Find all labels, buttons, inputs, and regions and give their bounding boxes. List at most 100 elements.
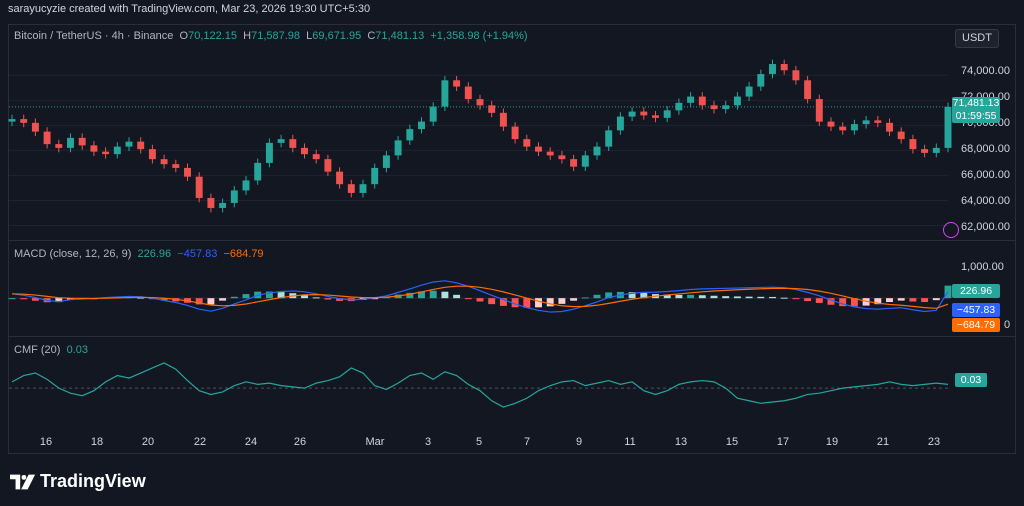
x-axis-label: 26: [293, 436, 307, 448]
macd-histogram-bar: [312, 297, 320, 299]
symbol-name[interactable]: Bitcoin / TetherUS · 4h · Binance: [14, 30, 174, 42]
attribution-text: sarayucyzie created with TradingView.com…: [8, 3, 371, 15]
tradingview-brand: TradingView: [40, 471, 146, 491]
macd-histogram-bar: [476, 298, 484, 302]
candle-body: [850, 124, 858, 131]
bar-countdown: 01:59:55: [955, 110, 997, 122]
candle-body: [675, 102, 683, 111]
open-value: 70,122.15: [188, 30, 238, 42]
macd-histogram-bar: [558, 298, 566, 304]
candle-body: [254, 162, 262, 181]
x-axis-label: 23: [927, 436, 941, 448]
macd-legend: MACD (close, 12, 26, 9) 226.96 −457.83 −…: [14, 248, 264, 260]
candle-body: [90, 145, 98, 152]
pane-divider[interactable]: [9, 336, 1015, 337]
x-axis-label: 7: [523, 436, 531, 448]
pane-divider[interactable]: [9, 240, 1015, 241]
macd-histogram-bar: [570, 298, 578, 301]
candle-body: [932, 147, 940, 153]
macd-histogram-bar: [55, 298, 63, 303]
macd-histogram-bar: [336, 298, 344, 301]
cmf-legend-value: 0.03: [66, 344, 88, 356]
macd-value-tag: 226.96: [952, 284, 1000, 298]
cmf-line: [11, 362, 949, 408]
close-value: 71,481.13: [375, 30, 425, 42]
x-axis-label: 3: [424, 436, 432, 448]
tradingview-logo-icon: [10, 474, 36, 490]
x-axis-label: 11: [624, 436, 636, 448]
macd-histogram-bar: [698, 295, 706, 299]
macd-histogram-bar: [581, 297, 589, 299]
macd-histogram-bar: [371, 298, 379, 300]
candle-body: [874, 120, 882, 123]
macd-histogram-bar: [804, 298, 812, 302]
macd-histogram-bar: [277, 292, 285, 299]
candle-body: [113, 146, 121, 155]
macd-histogram-bar: [488, 298, 496, 305]
candle-body: [195, 176, 203, 198]
quote-currency-button[interactable]: USDT: [955, 29, 999, 48]
macd-histogram-bar: [780, 297, 788, 299]
event-marker-icon[interactable]: [943, 222, 959, 238]
macd-axis-label: 1,000.00: [961, 261, 1004, 273]
candle-body: [944, 106, 952, 148]
macd-histogram-bar: [429, 290, 437, 299]
candle-body: [371, 167, 379, 185]
macd-histogram-bar: [593, 294, 601, 299]
macd-histogram-bar: [886, 298, 893, 303]
macd-histogram-value: 226.96: [137, 248, 172, 260]
candle-body: [265, 142, 273, 163]
x-axis-label: Mar: [365, 436, 385, 448]
signal-line: [11, 285, 949, 309]
symbol-legend: Bitcoin / TetherUS · 4h · Binance O70,12…: [14, 30, 528, 42]
macd-histogram-bar: [733, 296, 741, 299]
chart-panel[interactable]: [8, 24, 1016, 454]
candle-body: [663, 110, 671, 118]
macd-histogram-bar: [932, 298, 940, 301]
candle-body: [394, 140, 402, 156]
macd-histogram-bar: [675, 294, 683, 299]
macd-histogram-bar: [160, 298, 168, 301]
macd-histogram-bar: [687, 294, 695, 299]
macd-histogram-bar: [628, 292, 636, 299]
close-label: C: [367, 30, 376, 42]
macd-histogram-bar: [663, 294, 671, 299]
macd-histogram-bar: [453, 294, 461, 299]
candle-body: [921, 149, 929, 153]
candle-body: [418, 121, 425, 130]
candle-body: [347, 184, 355, 193]
candle-body: [324, 159, 332, 172]
current-price-value: 71,481.13: [952, 97, 1000, 109]
macd-histogram-bar: [827, 298, 835, 305]
macd-line-tag: −457.83: [952, 303, 1000, 317]
cmf-title[interactable]: CMF (20): [14, 344, 61, 356]
price-axis-label: 64,000.00: [961, 195, 1010, 207]
cmf-value-tag: 0.03: [955, 373, 987, 387]
macd-histogram-bar: [862, 298, 870, 306]
x-axis-label: 17: [776, 436, 790, 448]
macd-histogram-bar: [418, 291, 425, 299]
candle-body: [289, 139, 297, 148]
candle-body: [839, 126, 847, 131]
open-label: O: [179, 30, 189, 42]
price-axis-label: 68,000.00: [961, 143, 1010, 155]
x-axis-label: 24: [244, 436, 258, 448]
macd-histogram-bar: [909, 298, 917, 302]
candle-body: [652, 115, 659, 118]
low-label: L: [306, 30, 313, 42]
candle-body: [499, 112, 507, 127]
candle-body: [827, 121, 835, 127]
candle-body: [429, 106, 437, 122]
macd-histogram-bar: [850, 298, 858, 307]
candle-body: [535, 146, 542, 152]
candle-body: [745, 86, 753, 97]
candle-body: [31, 122, 39, 132]
macd-title[interactable]: MACD (close, 12, 26, 9): [14, 248, 132, 260]
x-axis-label: 22: [193, 436, 207, 448]
candle-body: [20, 119, 28, 123]
macd-histogram-bar: [67, 298, 74, 300]
x-axis-label: 5: [475, 436, 483, 448]
macd-histogram-bar: [745, 296, 753, 299]
candle-body: [897, 131, 905, 140]
